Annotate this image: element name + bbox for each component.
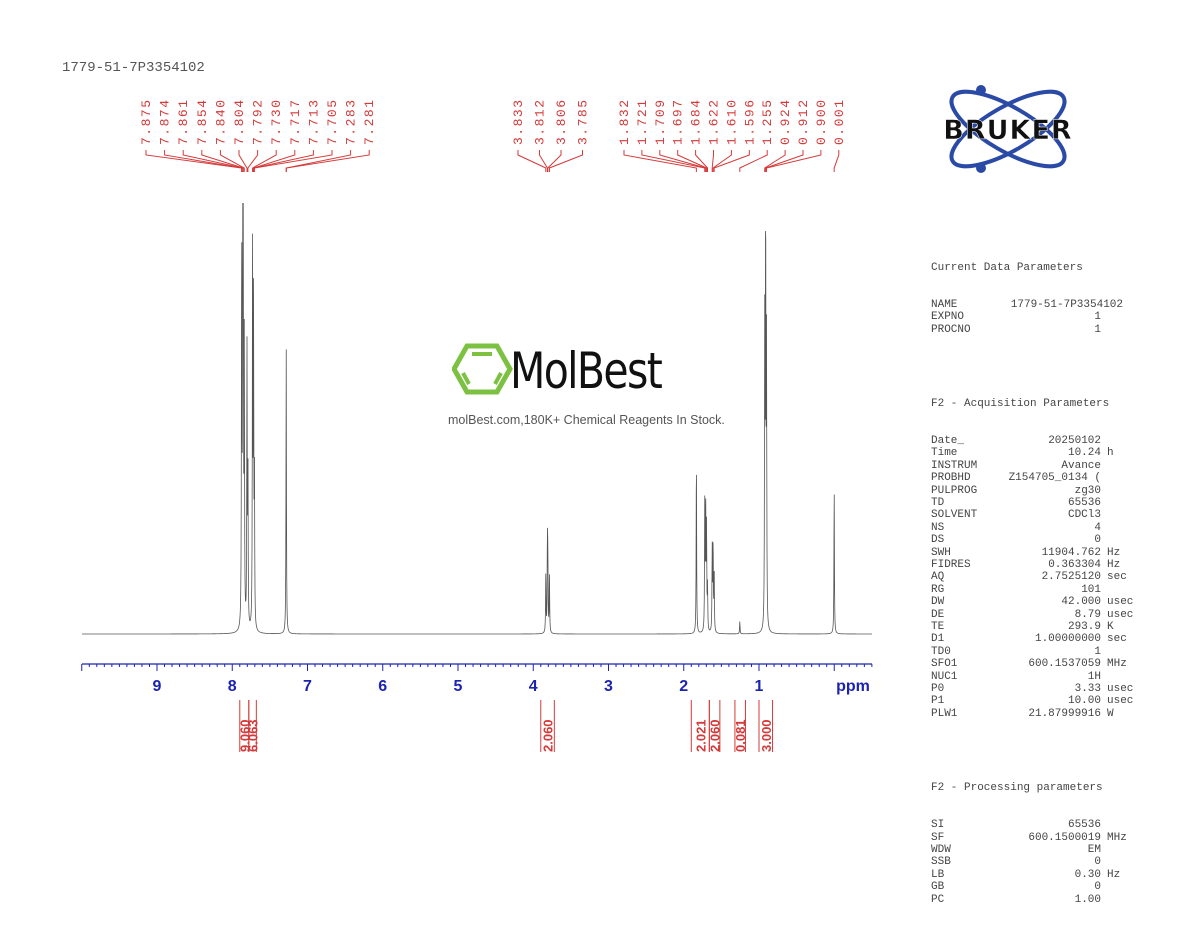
param-row-wdw: WDW EM (931, 843, 1101, 856)
param-row-name: NAME 1779-51-7P3354102 (931, 298, 1123, 311)
param-row-procno: PROCNO 1 (931, 323, 1101, 336)
svg-text:3.806: 3.806 (554, 98, 569, 145)
ppm-axis: 9 8 7 6 5 4 3 2 1 ppm (81, 663, 873, 695)
param-row-date: Date_ 20250102 (931, 434, 1101, 447)
axis-tick-label: 4 (529, 678, 538, 695)
param-row-pc: PC 1.00 (931, 893, 1101, 906)
bruker-logo: BRUKER (943, 85, 1072, 173)
parameter-panel: Current Data Parameters NAME 1779-51-7P33… (931, 212, 1133, 930)
param-row-fidres: FIDRES 0.363304 Hz (931, 558, 1121, 571)
param-row-expno: EXPNO 1 (931, 311, 1101, 324)
param-row-td0: TD0 1 (931, 645, 1101, 658)
param-row-sf: SF 600.1500019 MHz (931, 831, 1127, 844)
sample-id-title: 1779-51-7P3354102 (62, 60, 205, 76)
svg-text:1.721: 1.721 (635, 98, 650, 145)
integral-value: 3.000 (759, 719, 774, 752)
svg-text:1.832: 1.832 (617, 98, 632, 145)
svg-text:7.854: 7.854 (195, 98, 210, 145)
integral-value: 0.081 (733, 719, 748, 752)
svg-text:0.001: 0.001 (832, 98, 847, 145)
axis-tick-label: 5 (454, 678, 463, 695)
svg-text:3.785: 3.785 (576, 98, 591, 145)
svg-text:7.717: 7.717 (288, 98, 303, 145)
param-row-te: TE 293.9 K (931, 621, 1114, 633)
svg-text:1.622: 1.622 (707, 98, 722, 145)
nmr-spectrum-chart: BRUKER 7.875 7.874 7.861 7.854 7.840 7.804 7.7… (81, 85, 1072, 752)
axis-tick-label: 1 (755, 678, 764, 695)
param-row-p1: P1 10.00 usec (931, 695, 1134, 708)
svg-text:7.804: 7.804 (232, 98, 247, 145)
svg-text:7.730: 7.730 (269, 98, 284, 145)
param-row-solvent: SOLVENT CDCl3 (931, 509, 1101, 522)
param-row-ds: DS 0 (931, 534, 1101, 547)
svg-text:7.281: 7.281 (362, 98, 377, 145)
svg-text:3.833: 3.833 (511, 98, 526, 145)
integral-value: 6.063 (246, 719, 261, 752)
param-row-ssb: SSB 0 (931, 856, 1101, 869)
axis-tick-label: 9 (153, 678, 162, 695)
param-row-lb: LB 0.30 Hz (931, 868, 1121, 881)
svg-text:0.912: 0.912 (796, 98, 811, 145)
param-row-dw: DW 42.000 usec (931, 596, 1134, 609)
axis-tick-label: 7 (303, 678, 312, 695)
param-row-gb: GB 0 (931, 881, 1101, 894)
svg-text:7.713: 7.713 (306, 98, 321, 145)
acquisition-parameters: F2 - Acquisition Parameters Date_ 2025010… (931, 373, 1133, 720)
spectrum-trace (82, 202, 872, 635)
param-row-td: TD 65536 (931, 496, 1101, 509)
svg-text:7.874: 7.874 (158, 98, 173, 145)
axis-tick-label: 3 (604, 678, 613, 695)
param-row-aq: AQ 2.7525120 sec (931, 571, 1127, 584)
svg-text:1.709: 1.709 (653, 98, 668, 145)
param-row-instrum: INSTRUM Avance (931, 459, 1101, 472)
axis-unit-label: ppm (836, 678, 870, 695)
svg-text:7.840: 7.840 (213, 98, 228, 145)
param-row-p0: P0 3.33 usec (931, 683, 1134, 696)
param-row-sfo1: SFO1 600.1537059 MHz (931, 658, 1127, 671)
svg-text:7.861: 7.861 (176, 98, 191, 145)
svg-text:7.792: 7.792 (251, 98, 266, 145)
section-title: Current Data Parameters (931, 261, 1083, 274)
peak-labels: 7.875 7.874 7.861 7.854 7.840 7.804 7.792 7.730… (139, 98, 847, 172)
section-title: F2 - Acquisition Parameters (931, 397, 1110, 410)
svg-text:1.610: 1.610 (724, 98, 739, 145)
section-title: F2 - Processing parameters (931, 781, 1103, 794)
molbest-hexagon-icon (452, 343, 513, 395)
processing-parameters: F2 - Processing parameters SI 65536 SF 600.… (931, 757, 1133, 906)
svg-text:0.924: 0.924 (778, 98, 793, 145)
svg-text:0.900: 0.900 (814, 98, 829, 145)
svg-text:1.684: 1.684 (689, 98, 704, 145)
param-row-swh: SWH 11904.762 Hz (931, 546, 1121, 559)
svg-text:7.705: 7.705 (325, 98, 340, 145)
svg-text:BRUKER: BRUKER (943, 115, 1072, 146)
molbest-brand: MolBest (510, 342, 663, 400)
current-data-parameters: Current Data Parameters NAME 1779-51-7P33… (931, 237, 1133, 336)
param-row-ns: NS 4 (931, 521, 1101, 534)
svg-text:1.596: 1.596 (742, 98, 757, 145)
param-row-time: Time 10.24 h (931, 447, 1114, 460)
svg-text:7.875: 7.875 (139, 98, 154, 145)
param-row-probhd: PROBHD Z154705_0134 ( (931, 472, 1101, 485)
param-row-d1: D1 1.00000000 sec (931, 633, 1127, 646)
svg-text:3.812: 3.812 (533, 98, 548, 145)
axis-tick-label: 6 (378, 678, 387, 695)
svg-text:1.697: 1.697 (671, 98, 686, 145)
axis-tick-label: 2 (679, 678, 688, 695)
param-row-si: SI 65536 (931, 819, 1101, 832)
param-row-nuc1: NUC1 1H (931, 670, 1101, 683)
param-row-plw1: PLW1 21.87999916 W (931, 707, 1114, 720)
molbest-tagline: molBest.com,180K+ Chemical Reagents In S… (448, 413, 725, 427)
axis-tick-label: 8 (228, 678, 237, 695)
integral-value: 2.021 (693, 719, 708, 752)
param-row-de: DE 8.79 usec (931, 608, 1134, 621)
svg-text:7.283: 7.283 (344, 98, 359, 145)
param-row-pulprog: PULPROG zg30 (931, 484, 1101, 497)
integral-value: 2.060 (708, 719, 723, 752)
param-row-rg: RG 101 (931, 583, 1101, 596)
integral-value: 2.060 (541, 719, 556, 752)
svg-text:1.255: 1.255 (760, 98, 775, 145)
